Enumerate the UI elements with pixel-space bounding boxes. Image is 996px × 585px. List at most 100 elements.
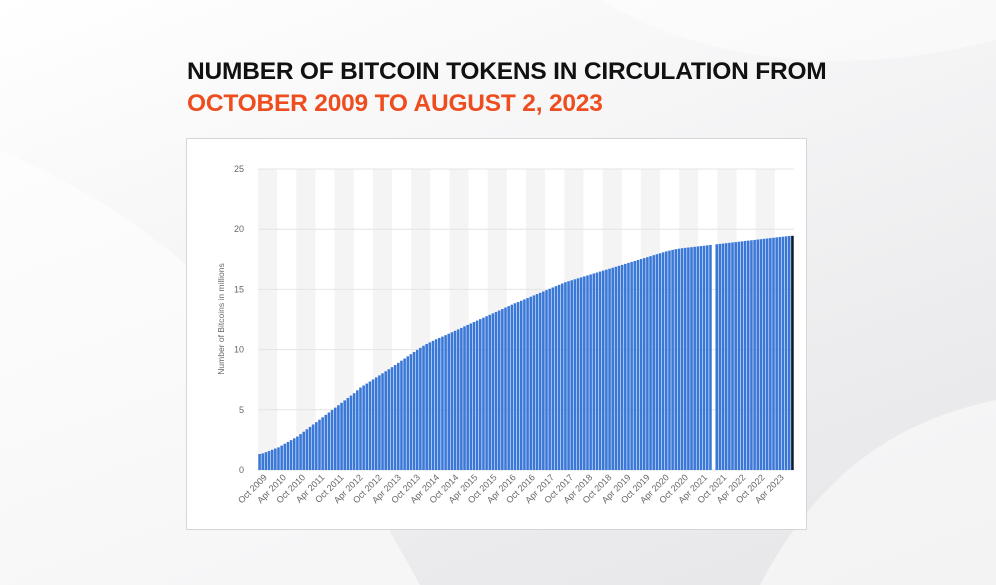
bar: [583, 276, 586, 470]
bar: [469, 323, 473, 470]
bar: [292, 438, 296, 470]
bar: [378, 375, 381, 470]
bar: [787, 235, 791, 470]
y-tick-label: 5: [239, 405, 244, 415]
bar: [456, 329, 460, 470]
bar: [384, 371, 387, 470]
bar: [778, 237, 782, 470]
bar: [545, 290, 548, 470]
bar: [482, 317, 485, 470]
bar: [387, 369, 391, 470]
bar: [608, 268, 611, 470]
bar: [283, 443, 287, 470]
bar: [330, 410, 334, 470]
bar: [374, 377, 378, 470]
bar: [649, 256, 652, 470]
bar: [308, 426, 312, 470]
bar: [721, 243, 725, 470]
bar: [557, 284, 561, 470]
bar: [359, 387, 362, 470]
bar: [356, 390, 359, 470]
bar: [460, 327, 463, 470]
bar: [671, 249, 674, 470]
bar: [715, 244, 719, 470]
bar: [447, 333, 451, 470]
bar: [781, 236, 785, 470]
title-line-1: NUMBER OF BITCOIN TOKENS IN CIRCULATION …: [187, 58, 827, 85]
bar: [403, 358, 406, 470]
bar: [497, 310, 501, 470]
bar: [652, 255, 655, 470]
bar: [516, 302, 520, 470]
bar: [444, 335, 447, 470]
bar: [576, 278, 580, 470]
bar: [586, 275, 589, 470]
bar: [270, 449, 274, 470]
bar: [718, 243, 722, 470]
title-line-2: OCTOBER 2009 TO AUGUST 2, 2023: [187, 90, 603, 117]
bar: [564, 282, 567, 470]
bar: [567, 281, 570, 470]
bar: [296, 436, 299, 470]
bar: [573, 279, 577, 470]
bar: [365, 383, 369, 470]
y-tick-label: 25: [234, 164, 244, 174]
bar: [258, 453, 261, 470]
bar: [450, 332, 454, 470]
bar: [422, 345, 425, 470]
bar: [532, 295, 536, 470]
bar: [406, 356, 410, 470]
bar: [315, 422, 318, 470]
bar: [665, 251, 668, 470]
bar: [472, 322, 476, 470]
bar: [491, 313, 495, 470]
column-band: [372, 169, 392, 470]
chart-frame: 0 5 10 15 20 25 Oct 2009 Apr 2010 Oct 2010 Apr 2…: [186, 138, 807, 530]
bar: [655, 254, 659, 470]
bar: [463, 326, 466, 470]
bar: [620, 264, 624, 470]
bar: [466, 324, 469, 470]
bar: [630, 261, 633, 470]
bar: [605, 269, 608, 470]
bar: [538, 292, 542, 470]
bar: [299, 434, 302, 470]
column-band: [334, 169, 354, 470]
bar: [390, 367, 394, 470]
bar: [791, 235, 794, 470]
bar: [324, 414, 328, 470]
bar: [554, 286, 558, 470]
y-tick-label: 20: [234, 224, 244, 234]
bar: [677, 248, 681, 470]
bar: [589, 274, 592, 470]
bar: [548, 288, 551, 470]
bar: [709, 244, 712, 470]
bar: [340, 402, 343, 470]
bar: [333, 407, 337, 470]
bar: [746, 240, 750, 470]
bar: [346, 398, 350, 470]
bar: [286, 441, 290, 470]
bar: [438, 337, 441, 470]
bar: [453, 330, 457, 470]
bar: [639, 259, 643, 470]
bar: [595, 272, 599, 470]
bar: [349, 395, 353, 470]
bar: [412, 352, 416, 470]
bar: [614, 266, 618, 470]
bar: [765, 238, 769, 470]
bar: [400, 360, 403, 470]
bar: [627, 262, 630, 470]
bar: [478, 319, 482, 470]
y-tick-label: 10: [234, 345, 244, 355]
bar: [636, 260, 640, 470]
bar: [327, 412, 331, 470]
bar: [680, 248, 684, 470]
bar: [352, 393, 356, 470]
column-band: [296, 169, 316, 470]
y-axis-label: Number of Bitcoins in millions: [216, 263, 226, 374]
bar: [690, 247, 693, 470]
bar: [475, 320, 479, 470]
